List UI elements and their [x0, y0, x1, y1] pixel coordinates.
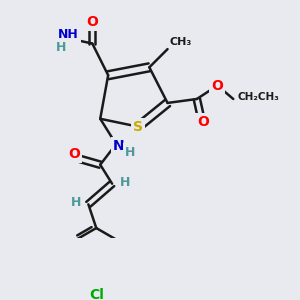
Text: H: H	[120, 176, 130, 189]
Text: S: S	[133, 120, 143, 134]
Text: O: O	[86, 15, 98, 29]
Text: H: H	[70, 196, 81, 209]
Text: H: H	[56, 41, 66, 54]
Text: O: O	[68, 147, 80, 161]
Text: CH₃: CH₃	[169, 37, 191, 47]
Text: NH: NH	[58, 28, 79, 40]
Text: Cl: Cl	[89, 288, 104, 300]
Text: CH₂CH₃: CH₂CH₃	[237, 92, 279, 102]
Text: O: O	[212, 79, 224, 92]
Text: H: H	[125, 146, 136, 158]
Text: O: O	[197, 115, 209, 129]
Text: N: N	[112, 140, 124, 154]
